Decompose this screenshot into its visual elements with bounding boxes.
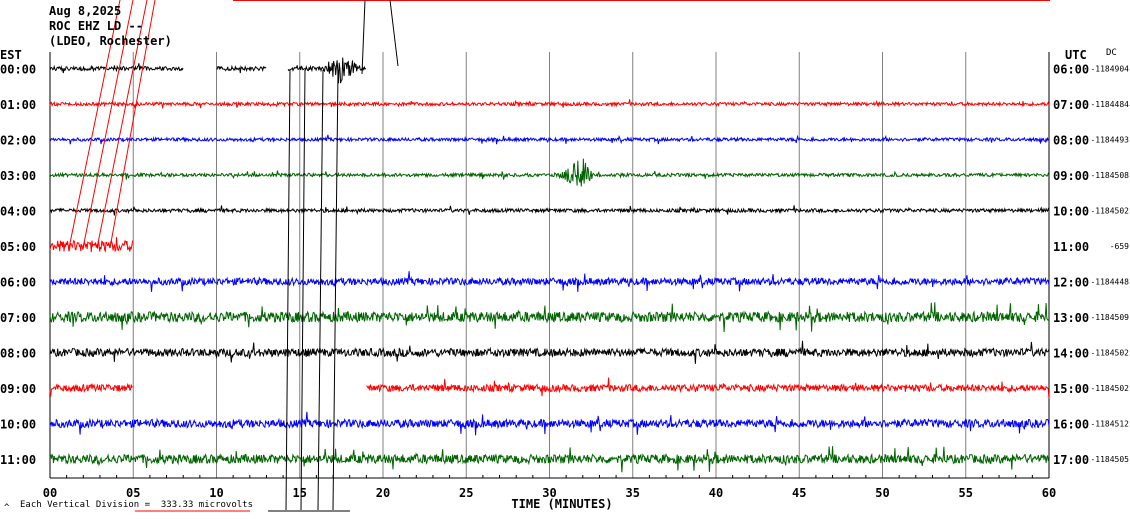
x-tick-20: 20 xyxy=(376,486,390,500)
x-axis-label: TIME (MINUTES) xyxy=(511,497,612,511)
dc-offset-label: -1184448 xyxy=(1090,278,1129,287)
utc-time-label: 12:00 xyxy=(1053,276,1089,290)
est-time-label: 08:00 xyxy=(0,347,36,361)
calibration-line xyxy=(285,69,291,511)
est-time-label: 06:00 xyxy=(0,276,36,290)
utc-label: UTC xyxy=(1065,48,1087,62)
est-time-label: 01:00 xyxy=(0,98,36,112)
trace-07:00 xyxy=(49,302,1050,333)
est-time-label: 00:00 xyxy=(0,63,36,77)
header-station: ROC EHZ LD -- xyxy=(49,19,143,33)
trace-03:00 xyxy=(49,158,1050,187)
calibration-line xyxy=(96,0,148,249)
est-time-label: 04:00 xyxy=(0,205,36,219)
calibration-line xyxy=(332,69,339,511)
trace-11:00 xyxy=(49,446,1050,473)
est-time-label: 02:00 xyxy=(0,134,36,148)
trace-00:00 xyxy=(49,63,184,74)
est-time-label: 07:00 xyxy=(0,311,36,325)
x-tick-40: 40 xyxy=(709,486,723,500)
utc-time-label: 13:00 xyxy=(1053,311,1089,325)
x-tick-15: 15 xyxy=(293,486,307,500)
header-network: (LDEO, Rochester) xyxy=(49,34,172,48)
utc-time-label: 14:00 xyxy=(1053,347,1089,361)
trace-08:00 xyxy=(49,340,1050,364)
dc-offset-label: -1184904 xyxy=(1090,65,1129,74)
x-tick-60: 60 xyxy=(1042,486,1056,500)
dc-offset-label: -1184484 xyxy=(1090,100,1129,109)
calibration-line xyxy=(109,0,156,249)
utc-time-label: 15:00 xyxy=(1053,382,1089,396)
dc-offset-label: -659 xyxy=(1110,242,1129,251)
dc-offset-label: -1184508 xyxy=(1090,171,1129,180)
est-time-label: 10:00 xyxy=(0,418,36,432)
x-tick-00: 00 xyxy=(43,486,57,500)
est-time-label: 11:00 xyxy=(0,453,36,467)
utc-time-label: 07:00 xyxy=(1053,98,1089,112)
utc-time-label: 08:00 xyxy=(1053,134,1089,148)
calibration-line xyxy=(82,0,134,249)
dc-label: DC xyxy=(1106,48,1117,58)
x-tick-45: 45 xyxy=(792,486,806,500)
dc-offset-label: -1184502 xyxy=(1090,207,1129,216)
trace-09:00 xyxy=(366,377,1050,399)
x-tick-05: 05 xyxy=(126,486,140,500)
utc-time-label: 10:00 xyxy=(1053,205,1089,219)
scale-text: Each Vertical Division = 333.33 microvol… xyxy=(20,500,253,510)
utc-time-label: 17:00 xyxy=(1053,453,1089,467)
trace-01:00 xyxy=(49,99,1050,110)
trace-05:00 xyxy=(49,237,134,253)
x-tick-10: 10 xyxy=(209,486,223,500)
trace-06:00 xyxy=(49,271,1050,292)
calibration-line xyxy=(389,0,399,67)
utc-time-label: 11:00 xyxy=(1053,240,1089,254)
x-tick-55: 55 xyxy=(959,486,973,500)
x-tick-30: 30 xyxy=(542,486,556,500)
calibration-line xyxy=(317,69,324,511)
utc-time-label: 06:00 xyxy=(1053,63,1089,77)
calibration-line xyxy=(361,0,366,75)
dc-offset-label: -1184493 xyxy=(1090,136,1129,145)
dc-offset-label: -1184512 xyxy=(1090,420,1129,429)
utc-time-label: 16:00 xyxy=(1053,418,1089,432)
utc-time-label: 09:00 xyxy=(1053,169,1089,183)
calibration-line xyxy=(68,0,121,249)
est-time-label: 09:00 xyxy=(0,382,36,396)
x-tick-50: 50 xyxy=(875,486,889,500)
trace-10:00 xyxy=(49,411,1050,436)
corner-mark: ^ xyxy=(4,503,10,513)
header-date: Aug 8,2025 xyxy=(49,4,122,18)
trace-04:00 xyxy=(49,205,1050,216)
est-label: EST xyxy=(0,48,22,62)
dc-offset-label: -1184502 xyxy=(1090,349,1129,358)
trace-00:00 xyxy=(287,57,367,84)
est-time-label: 03:00 xyxy=(0,169,36,183)
est-time-label: 05:00 xyxy=(0,240,36,254)
x-tick-35: 35 xyxy=(626,486,640,500)
trace-00:00 xyxy=(216,64,267,74)
dc-offset-label: -1184505 xyxy=(1090,455,1129,464)
dc-offset-label: -1184502 xyxy=(1090,384,1129,393)
trace-09:00 xyxy=(49,382,133,397)
dc-offset-label: -1184509 xyxy=(1090,313,1129,322)
trace-02:00 xyxy=(49,134,1049,145)
calibration-line xyxy=(300,69,306,511)
x-tick-25: 25 xyxy=(459,486,473,500)
